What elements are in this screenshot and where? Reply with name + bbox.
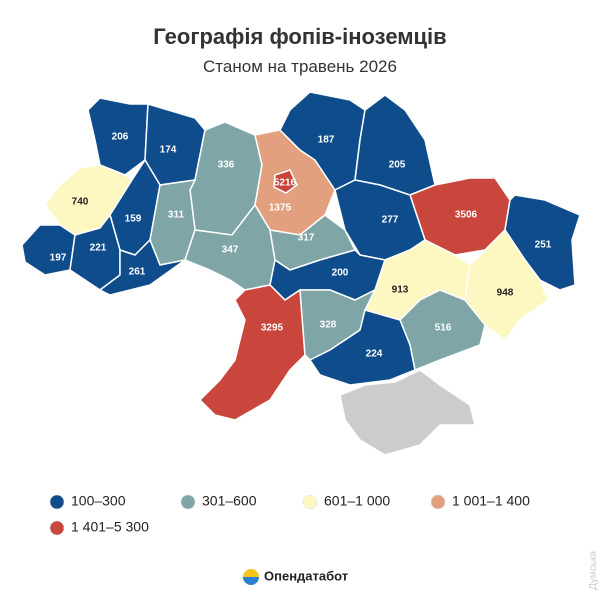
watermark: Думська	[588, 550, 599, 590]
logo: Опендатабот	[264, 568, 348, 583]
legend: 100–300 301–600 601–1 000 1 001–1 400 1 401–…	[49, 493, 530, 536]
region-value: 317	[298, 233, 315, 244]
region-value: 948	[497, 288, 514, 299]
legend-label: 301–600	[202, 493, 257, 509]
region-value: 3506	[455, 210, 478, 221]
region-value: 516	[435, 323, 452, 334]
region-value: 187	[318, 135, 335, 146]
legend-swatch	[49, 520, 65, 536]
region-value: 206	[112, 132, 129, 143]
region	[354, 94, 436, 196]
region-value: 740	[72, 197, 89, 208]
region	[198, 284, 306, 421]
region-value: 277	[382, 215, 399, 226]
region-value: 3295	[261, 323, 284, 334]
region	[21, 224, 76, 276]
region-value: 328	[320, 320, 337, 331]
region	[308, 309, 416, 386]
region-value: 261	[129, 267, 146, 278]
region-value: 336	[218, 160, 235, 171]
region-value: 251	[535, 240, 552, 251]
legend-swatch	[430, 494, 446, 510]
title: Географія фопів-іноземців	[153, 24, 446, 49]
legend-label: 1 001–1 400	[452, 493, 530, 509]
region-value: 311	[168, 210, 185, 221]
logo-icon-half	[243, 577, 259, 585]
region-value: 5216	[274, 178, 297, 189]
region-value: 224	[366, 349, 383, 360]
region-value: 205	[389, 160, 406, 171]
region-value: 221	[90, 243, 107, 254]
legend-swatch	[302, 494, 318, 510]
region-value: 1375	[269, 203, 292, 214]
legend-label: 601–1 000	[324, 493, 390, 509]
legend-label: 100–300	[71, 493, 126, 509]
subtitle: Станом на травень 2026	[203, 57, 397, 76]
legend-swatch	[180, 494, 196, 510]
labels: 206 174 336 1375 187 205 3506 251 740 159 311 347 31…	[50, 132, 552, 360]
legend-swatch	[49, 494, 65, 510]
regions	[21, 91, 581, 456]
region-value: 197	[50, 253, 67, 264]
region-value: 913	[392, 285, 409, 296]
region-value: 159	[125, 214, 142, 225]
legend-label: 1 401–5 300	[71, 519, 149, 535]
region	[98, 238, 186, 296]
crimea	[339, 369, 476, 456]
region	[273, 169, 298, 194]
region-value: 200	[332, 268, 349, 279]
region-value: 174	[160, 145, 177, 156]
region-value: 347	[222, 245, 239, 256]
